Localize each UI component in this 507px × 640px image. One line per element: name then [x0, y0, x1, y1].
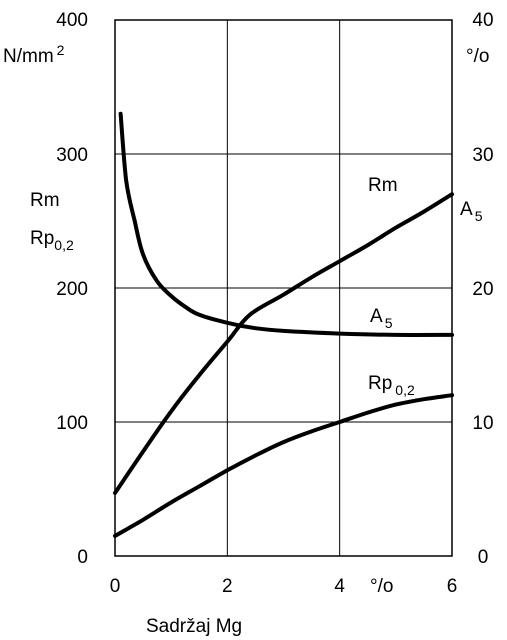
y-left-tick-label: 300 — [56, 145, 88, 166]
series-line-a5 — [118, 111, 454, 337]
y-right-tick-label: 10 — [472, 413, 493, 434]
y-right-unit: °/o — [466, 46, 489, 67]
x-tick-label: 4 — [334, 576, 345, 597]
x-tick-label: 2 — [222, 576, 233, 597]
y-right-tick-label: 30 — [472, 145, 493, 166]
series-label-rm: Rm — [368, 175, 398, 196]
y-right-tick-label: 20 — [472, 279, 493, 300]
series-line-rm — [113, 192, 454, 495]
x-axis-unit: °/o — [370, 576, 393, 597]
series-layer — [113, 111, 454, 538]
x-tick-label: 6 — [447, 576, 458, 597]
y-left-tick-label: 400 — [56, 10, 88, 31]
y-right-tick-label: 40 — [472, 10, 493, 31]
plot-frame — [114, 19, 453, 557]
series-label-rp: Rp 0,2 — [368, 373, 415, 398]
y-left-tick-label: 100 — [56, 413, 88, 434]
x-tick-label: 0 — [110, 576, 121, 597]
x-axis-label: Sadržaj Mg — [146, 616, 242, 637]
grid-lines — [115, 20, 452, 556]
y-right-tick-label: 0 — [478, 547, 489, 568]
y-left-unit: N/mm 2 — [3, 42, 65, 67]
y-left-tick-label: 200 — [56, 279, 88, 300]
y-left-label-rp: Rp0,2 — [30, 228, 74, 253]
y-left-label-rm: Rm — [30, 190, 60, 211]
y-left-tick-label: 0 — [77, 547, 88, 568]
series-line-rp02 — [113, 393, 454, 538]
